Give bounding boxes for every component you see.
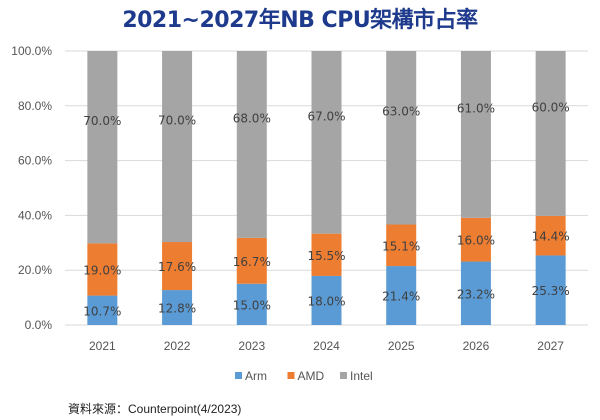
x-tick-label: 2024	[313, 339, 340, 353]
data-label: 17.6%	[158, 260, 196, 274]
y-tick-label: 40.0%	[18, 208, 52, 222]
bar-amd-2022	[162, 242, 193, 291]
data-label: 25.3%	[532, 284, 570, 298]
x-tick-label: 2021	[89, 339, 116, 353]
x-tick-label: 2023	[238, 339, 265, 353]
bar-arm-2024	[311, 275, 342, 325]
data-label: 15.1%	[382, 239, 420, 253]
data-label: 19.0%	[83, 263, 121, 277]
bar-arm-2022	[162, 290, 193, 325]
bar-intel-2024	[311, 51, 342, 234]
y-tick-label: 100.0%	[11, 44, 52, 58]
bar-amd-2024	[311, 233, 342, 276]
legend-label-amd: AMD	[298, 369, 325, 383]
y-tick-label: 20.0%	[18, 263, 52, 277]
data-label: 21.4%	[382, 290, 420, 304]
bar-amd-2025	[386, 224, 417, 267]
bar-intel-2023	[236, 51, 267, 238]
bar-intel-2027	[535, 51, 566, 216]
data-label: 70.0%	[158, 114, 196, 128]
data-label: 63.0%	[382, 105, 420, 119]
data-label: 67.0%	[307, 109, 345, 123]
data-label: 23.2%	[457, 287, 495, 301]
bar-arm-2023	[236, 283, 267, 325]
bar-amd-2021	[87, 243, 118, 296]
y-tick-label: 80.0%	[18, 99, 52, 113]
data-label: 16.0%	[457, 234, 495, 248]
chart-title: 2021~2027年NB CPU架構市占率	[122, 8, 478, 33]
y-tick-label: 60.0%	[18, 154, 52, 168]
bar-amd-2026	[460, 217, 491, 262]
data-label: 12.8%	[158, 302, 196, 316]
legend-swatch-amd	[287, 372, 295, 379]
data-label: 15.0%	[233, 298, 271, 312]
x-tick-label: 2026	[463, 339, 490, 353]
data-label: 60.0%	[532, 100, 570, 114]
data-label: 70.0%	[83, 114, 121, 128]
data-label: 16.7%	[233, 255, 271, 269]
data-label: 10.7%	[83, 304, 121, 318]
data-label: 15.5%	[307, 249, 345, 263]
legend-label-intel: Intel	[350, 369, 373, 383]
bar-intel-2021	[87, 51, 118, 244]
bar-arm-2026	[460, 261, 491, 325]
data-label: 14.4%	[532, 230, 570, 244]
legend-swatch-intel	[340, 372, 347, 379]
bar-arm-2027	[535, 255, 566, 325]
bar-arm-2021	[87, 295, 118, 325]
bar-amd-2027	[535, 215, 566, 256]
x-tick-label: 2025	[388, 339, 415, 353]
bar-arm-2025	[386, 266, 417, 325]
bar-amd-2023	[236, 237, 267, 284]
data-label: 18.0%	[307, 294, 345, 308]
bar-intel-2026	[460, 51, 491, 218]
legend-label-arm: Arm	[245, 369, 267, 383]
data-label: 68.0%	[233, 111, 271, 125]
x-tick-label: 2022	[164, 339, 191, 353]
y-tick-label: 0.0%	[25, 318, 53, 332]
source-note: 資料來源：Counterpoint(4/2023)	[68, 402, 242, 416]
bar-intel-2022	[162, 51, 193, 243]
bar-intel-2025	[386, 51, 417, 225]
legend-swatch-arm	[235, 372, 242, 379]
x-tick-label: 2027	[537, 339, 564, 353]
data-label: 61.0%	[457, 101, 495, 115]
